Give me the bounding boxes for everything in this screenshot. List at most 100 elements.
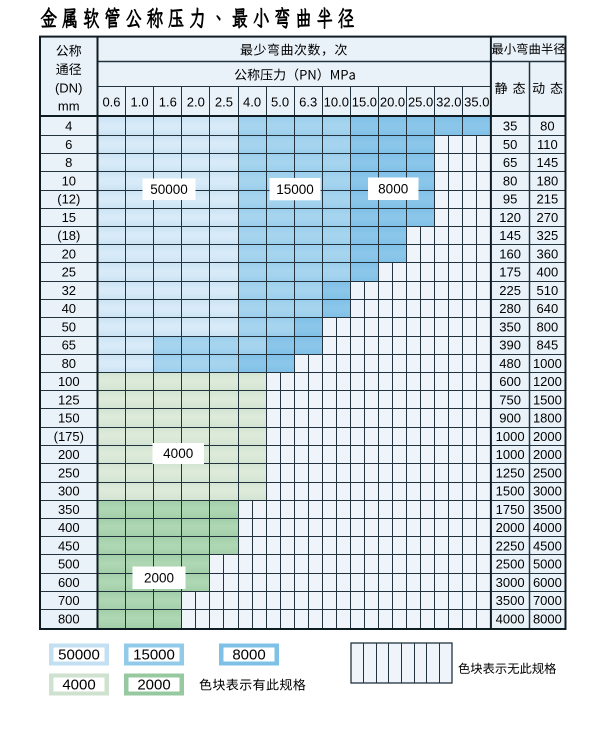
svg-text:2250: 2250 [496, 538, 525, 553]
svg-text:1500: 1500 [533, 392, 562, 407]
svg-text:6: 6 [65, 137, 72, 152]
svg-text:215: 215 [537, 192, 559, 207]
svg-text:325: 325 [537, 228, 559, 243]
svg-text:3000: 3000 [533, 484, 562, 499]
svg-text:900: 900 [499, 411, 521, 426]
svg-text:2500: 2500 [496, 557, 525, 572]
svg-text:6.3: 6.3 [299, 95, 317, 110]
svg-text:300: 300 [58, 484, 80, 499]
svg-text:0.6: 0.6 [102, 95, 120, 110]
svg-text:180: 180 [537, 173, 559, 188]
svg-text:8000: 8000 [232, 647, 265, 664]
svg-text:35.0: 35.0 [464, 95, 489, 110]
svg-text:700: 700 [58, 593, 80, 608]
svg-text:6000: 6000 [533, 575, 562, 590]
svg-text:450: 450 [58, 538, 80, 553]
svg-text:1.6: 1.6 [159, 95, 177, 110]
svg-text:15000: 15000 [133, 647, 175, 664]
svg-text:4000: 4000 [533, 520, 562, 535]
svg-text:145: 145 [537, 155, 559, 170]
svg-text:(12): (12) [57, 192, 80, 207]
svg-text:1250: 1250 [496, 465, 525, 480]
svg-text:35: 35 [503, 119, 517, 134]
svg-text:250: 250 [58, 465, 80, 480]
svg-text:15: 15 [62, 210, 76, 225]
svg-text:2000: 2000 [137, 677, 170, 694]
svg-text:20: 20 [62, 246, 76, 261]
svg-text:175: 175 [499, 265, 521, 280]
svg-text:400: 400 [537, 265, 559, 280]
svg-text:50: 50 [503, 137, 517, 152]
svg-text:160: 160 [499, 246, 521, 261]
svg-text:32: 32 [62, 283, 76, 298]
svg-text:65: 65 [62, 338, 76, 353]
svg-text:1750: 1750 [496, 502, 525, 517]
svg-text:50000: 50000 [58, 647, 100, 664]
svg-text:(DN): (DN) [55, 81, 82, 96]
svg-text:200: 200 [58, 447, 80, 462]
svg-text:350: 350 [499, 319, 521, 334]
svg-text:360: 360 [537, 246, 559, 261]
svg-text:800: 800 [537, 319, 559, 334]
svg-text:3500: 3500 [496, 593, 525, 608]
svg-text:8000: 8000 [533, 611, 562, 626]
svg-text:10.0: 10.0 [324, 95, 349, 110]
svg-text:5.0: 5.0 [271, 95, 289, 110]
svg-text:500: 500 [58, 557, 80, 572]
svg-text:80: 80 [540, 119, 554, 134]
svg-text:1000: 1000 [533, 356, 562, 371]
svg-text:390: 390 [499, 338, 521, 353]
svg-text:20.0: 20.0 [380, 95, 405, 110]
svg-text:100: 100 [58, 374, 80, 389]
svg-text:600: 600 [499, 374, 521, 389]
svg-text:95: 95 [503, 192, 517, 207]
svg-text:8: 8 [65, 155, 72, 170]
svg-text:80: 80 [62, 356, 76, 371]
svg-text:25: 25 [62, 265, 76, 280]
svg-text:125: 125 [58, 392, 80, 407]
svg-text:15000: 15000 [276, 182, 314, 197]
svg-text:2000: 2000 [496, 520, 525, 535]
svg-text:7000: 7000 [533, 593, 562, 608]
svg-text:600: 600 [58, 575, 80, 590]
svg-text:2.5: 2.5 [215, 95, 233, 110]
svg-text:2000: 2000 [144, 571, 174, 586]
svg-text:225: 225 [499, 283, 521, 298]
svg-text:2000: 2000 [533, 447, 562, 462]
svg-text:mm: mm [58, 99, 80, 114]
svg-text:145: 145 [499, 228, 521, 243]
svg-text:1.0: 1.0 [131, 95, 149, 110]
svg-text:4000: 4000 [62, 677, 95, 694]
svg-text:750: 750 [499, 392, 521, 407]
svg-text:400: 400 [58, 520, 80, 535]
svg-text:2000: 2000 [533, 429, 562, 444]
svg-text:640: 640 [537, 301, 559, 316]
svg-text:4000: 4000 [496, 611, 525, 626]
svg-text:32.0: 32.0 [436, 95, 461, 110]
svg-text:150: 150 [58, 411, 80, 426]
svg-text:1500: 1500 [496, 484, 525, 499]
svg-text:120: 120 [499, 210, 521, 225]
svg-text:40: 40 [62, 301, 76, 316]
svg-text:800: 800 [58, 611, 80, 626]
svg-text:1200: 1200 [533, 374, 562, 389]
svg-text:510: 510 [537, 283, 559, 298]
svg-text:4: 4 [65, 119, 72, 134]
svg-text:(18): (18) [57, 228, 80, 243]
svg-text:280: 280 [499, 301, 521, 316]
svg-text:8000: 8000 [378, 181, 408, 196]
svg-text:(175): (175) [54, 429, 84, 444]
svg-text:4.0: 4.0 [243, 95, 261, 110]
svg-text:2500: 2500 [533, 465, 562, 480]
svg-text:80: 80 [503, 173, 517, 188]
svg-text:2.0: 2.0 [187, 95, 205, 110]
svg-text:845: 845 [537, 338, 559, 353]
svg-text:10: 10 [62, 173, 76, 188]
svg-text:4500: 4500 [533, 538, 562, 553]
svg-text:480: 480 [499, 356, 521, 371]
svg-text:65: 65 [503, 155, 517, 170]
svg-text:50: 50 [62, 319, 76, 334]
svg-text:110: 110 [537, 137, 558, 152]
svg-text:270: 270 [537, 210, 559, 225]
svg-text:3000: 3000 [496, 575, 525, 590]
